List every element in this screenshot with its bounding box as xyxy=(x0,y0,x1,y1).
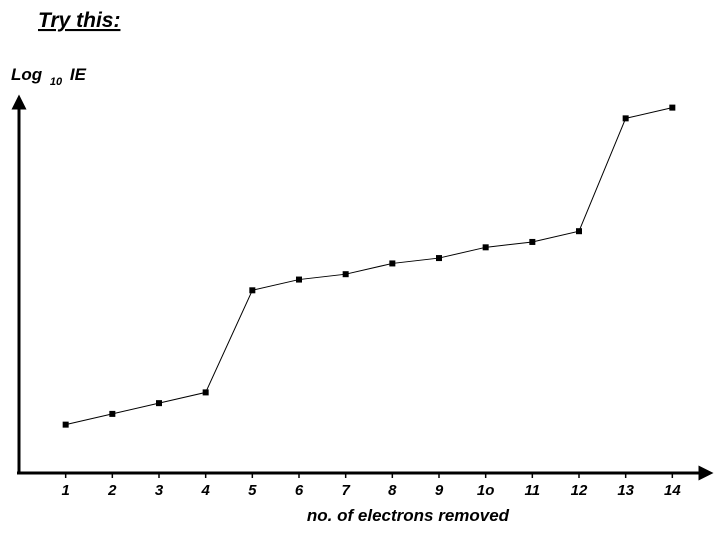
x-tick-label: 4 xyxy=(200,482,210,499)
x-tick-label: 6 xyxy=(295,482,304,499)
data-point xyxy=(249,287,256,294)
x-tick-label: 13 xyxy=(617,482,634,499)
data-point xyxy=(482,244,489,251)
data-point xyxy=(669,104,676,111)
data-point xyxy=(436,255,442,262)
data-point xyxy=(622,115,629,122)
y-axis-label-tail: IE xyxy=(70,65,87,84)
x-tick-label: 14 xyxy=(664,482,681,499)
data-point xyxy=(296,276,302,283)
data-point xyxy=(389,260,396,267)
data-point xyxy=(529,238,536,245)
x-tick-label: 8 xyxy=(388,482,397,499)
y-axis-label-main: Log xyxy=(11,65,43,84)
x-tick-label: 2 xyxy=(107,482,117,499)
x-tick-label: 1o xyxy=(477,482,495,499)
x-tick-label: 11 xyxy=(525,482,541,499)
data-point xyxy=(342,271,349,278)
series-group xyxy=(65,107,673,426)
slide-title: Try this: xyxy=(38,9,120,32)
x-tick-label: 3 xyxy=(155,482,164,499)
x-axis-tick-labels: 1 2 3 4 5 6 7 8 9 1o 11 12 13 14 xyxy=(61,482,681,499)
x-tick-label: 9 xyxy=(435,482,444,499)
x-tick-label: 1 xyxy=(61,482,69,499)
data-point xyxy=(202,389,209,396)
data-point xyxy=(156,400,162,407)
x-tick-label: 12 xyxy=(571,482,588,499)
y-axis-label: Log 10 IE xyxy=(11,65,87,89)
y-axis-label-subscript: 10 xyxy=(50,76,63,88)
x-axis-ticks xyxy=(64,473,674,478)
x-axis-label: no. of electrons removed xyxy=(307,506,510,525)
x-tick-label: 5 xyxy=(248,482,257,499)
data-point xyxy=(62,421,69,428)
data-point xyxy=(576,228,582,235)
series-line xyxy=(65,107,673,426)
data-points xyxy=(62,104,676,428)
x-tick-label: 7 xyxy=(341,482,350,499)
data-point xyxy=(109,410,116,417)
